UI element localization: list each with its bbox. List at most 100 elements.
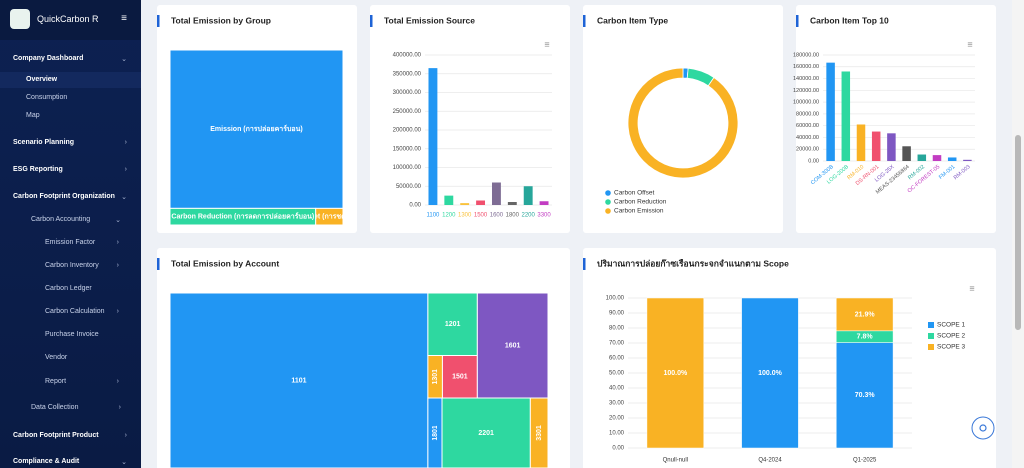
bar-segment xyxy=(741,297,799,449)
bar xyxy=(841,71,851,161)
menu-item[interactable]: Overview xyxy=(26,76,58,83)
menu-item[interactable]: Consumption xyxy=(26,94,68,101)
menu-icon[interactable]: ≡ xyxy=(967,39,972,49)
bar xyxy=(917,154,927,161)
panel-title: Total Emission by Account xyxy=(171,258,279,268)
menu-icon[interactable]: ≡ xyxy=(969,283,974,293)
legend-swatch xyxy=(928,344,934,350)
bar xyxy=(947,157,957,161)
caret: › xyxy=(116,239,119,246)
title-accent xyxy=(583,258,586,270)
treemap-cell xyxy=(169,292,429,468)
bar xyxy=(826,62,835,161)
title-accent xyxy=(370,15,373,27)
y-tick-label: 100000.00 xyxy=(393,165,422,171)
bar xyxy=(476,200,486,205)
menu-item[interactable]: Compliance & Audit xyxy=(13,458,80,465)
panel xyxy=(583,5,783,233)
x-tick-label: 1600 xyxy=(490,213,504,219)
panel xyxy=(370,5,570,233)
cell-label: Emission (การปล่อยคาร์บอน) xyxy=(210,124,303,133)
bar-segment xyxy=(646,297,704,449)
menu-item[interactable]: Carbon Footprint Product xyxy=(13,432,99,439)
legend-label: Carbon Reduction xyxy=(614,199,667,206)
panel-title: Total Emission Source xyxy=(384,15,475,25)
y-tick-label: 50.00 xyxy=(609,371,625,377)
cell-label: 1601 xyxy=(505,342,521,349)
y-tick-label: 300000.00 xyxy=(393,90,422,96)
menu-toggle[interactable]: ≡ xyxy=(121,13,127,24)
legend-label: SCOPE 1 xyxy=(937,322,966,329)
caret: ⌄ xyxy=(115,217,121,224)
bar xyxy=(539,201,549,205)
y-tick-label: 0.00 xyxy=(409,203,421,209)
caret: › xyxy=(118,404,121,411)
menu-item[interactable]: Carbon Calculation xyxy=(45,308,105,315)
legend-label: SCOPE 3 xyxy=(937,344,966,351)
legend-label: Carbon Offset xyxy=(614,190,655,197)
bar xyxy=(902,146,911,161)
bar xyxy=(932,155,942,161)
cell-label: 1101 xyxy=(291,377,306,384)
menu-item[interactable]: Company Dashboard xyxy=(13,55,84,62)
x-tick-label: 1200 xyxy=(442,213,456,219)
legend-swatch xyxy=(605,190,611,196)
data-label: 100.0% xyxy=(758,370,783,377)
data-label: 70.3% xyxy=(855,392,876,399)
cell-label: 3301 xyxy=(536,425,543,441)
cell-label: Carbon Reduction (การลดการปล่อยคาร์บอน) xyxy=(171,212,314,221)
settings-button[interactable] xyxy=(971,416,995,440)
y-tick-label: 100.00 xyxy=(606,296,625,302)
treemap-cell xyxy=(441,355,478,399)
y-tick-label: 0.00 xyxy=(808,158,819,164)
data-label: 21.9% xyxy=(855,311,876,318)
x-tick-label: 1100 xyxy=(426,213,440,219)
menu-item[interactable]: Emission Factor xyxy=(45,239,96,246)
y-tick-label: 250000.00 xyxy=(393,109,422,115)
y-tick-label: 150000.00 xyxy=(393,146,422,152)
cell-label: 1301 xyxy=(432,369,439,385)
bar xyxy=(444,195,454,205)
caret: ⌄ xyxy=(121,459,127,466)
treemap-cell xyxy=(427,292,478,356)
x-tick-label: Q1-2025 xyxy=(853,458,877,464)
brand: QuickCarbon R xyxy=(37,14,99,24)
menu-item[interactable]: Scenario Planning xyxy=(13,139,75,146)
bar xyxy=(460,203,470,205)
legend-swatch xyxy=(928,333,934,339)
data-label: 100.0% xyxy=(663,370,688,377)
data-label: 7.8% xyxy=(857,334,874,341)
scroll-thumb[interactable] xyxy=(1015,135,1021,330)
bar xyxy=(887,133,896,161)
menu-item[interactable]: Purchase Invoice xyxy=(45,331,99,338)
y-tick-label: 30.00 xyxy=(609,401,625,407)
x-tick-label: 1300 xyxy=(458,213,472,219)
active-row xyxy=(0,72,141,88)
caret: › xyxy=(124,139,127,146)
cell-label: 1801 xyxy=(432,425,439,441)
bar-segment xyxy=(836,297,894,332)
y-tick-label: 0.00 xyxy=(612,446,624,452)
menu-item[interactable]: Report xyxy=(45,378,67,385)
menu-item[interactable]: ESG Reporting xyxy=(13,166,63,173)
x-tick-label: Qnull-null xyxy=(663,458,688,464)
caret: › xyxy=(124,432,127,439)
menu-item[interactable]: Map xyxy=(26,112,40,119)
settings-icon xyxy=(979,424,987,432)
menu-item[interactable]: Carbon Footprint Organization xyxy=(13,193,115,200)
menu-item[interactable]: Carbon Inventory xyxy=(45,262,99,269)
legend-label: SCOPE 2 xyxy=(937,333,966,340)
y-tick-label: 50000.00 xyxy=(396,184,422,190)
menu-item[interactable]: Data Collection xyxy=(31,404,79,411)
menu-item[interactable]: Carbon Ledger xyxy=(45,285,92,292)
y-tick-label: 80000.00 xyxy=(796,111,819,117)
donut-slice xyxy=(627,67,739,179)
y-tick-label: 10.00 xyxy=(609,431,625,437)
menu-icon[interactable]: ≡ xyxy=(544,39,549,49)
menu-item[interactable]: Carbon Accounting xyxy=(31,216,91,223)
caret: › xyxy=(124,166,127,173)
menu-item[interactable]: Vendor xyxy=(45,354,68,361)
bar xyxy=(856,124,866,161)
bar xyxy=(963,159,972,161)
y-tick-label: 120000.00 xyxy=(793,88,819,94)
